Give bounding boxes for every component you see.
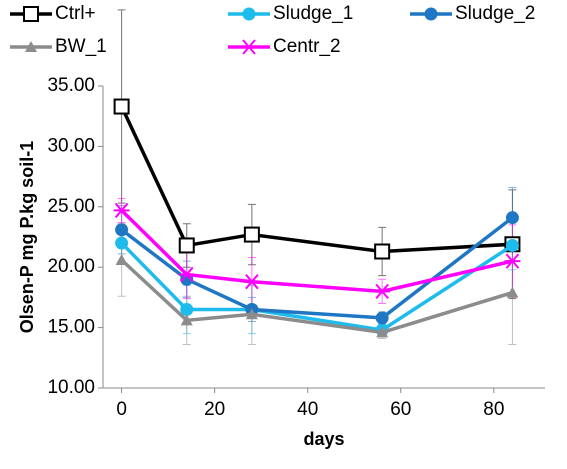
series-line	[120, 258, 513, 335]
x-axis-label: days	[303, 429, 344, 449]
series-line	[120, 105, 513, 254]
y-tick-label: 10.00	[47, 377, 95, 398]
x-tick-label: 20	[204, 399, 225, 420]
point	[180, 302, 194, 316]
legend-marker	[241, 39, 257, 55]
y-tick-label: 20.00	[47, 256, 95, 277]
x-tick-label: 60	[390, 399, 411, 420]
point	[115, 223, 129, 237]
point	[245, 308, 258, 320]
point	[375, 311, 389, 325]
point	[506, 286, 519, 298]
legend-marker	[23, 6, 39, 22]
legend-marker	[242, 7, 256, 21]
legend-marker	[25, 41, 37, 52]
y-tick-label: 30.00	[47, 135, 95, 156]
x-tick-label: 80	[483, 399, 504, 420]
y-tick-label: 15.00	[47, 317, 95, 338]
point	[374, 243, 391, 260]
y-tick-label: 35.00	[47, 75, 95, 96]
legend-label: BW_1	[55, 36, 107, 57]
point	[115, 236, 129, 250]
y-axis-label: Olsen-P mg P.kg soil-1	[17, 141, 37, 333]
point	[243, 226, 260, 243]
point	[178, 237, 195, 254]
point	[113, 98, 130, 115]
point	[243, 274, 260, 290]
point	[178, 266, 195, 283]
point	[115, 253, 128, 265]
x-tick-label: 0	[116, 399, 127, 420]
legend-label: Centr_2	[273, 36, 341, 57]
legend-marker	[424, 7, 438, 21]
point	[180, 314, 193, 326]
legend-label: Sludge_2	[455, 3, 535, 24]
point	[505, 211, 519, 225]
point	[504, 253, 521, 269]
point	[113, 202, 130, 219]
x-tick-label: 40	[297, 399, 318, 420]
point	[505, 238, 519, 252]
point	[376, 326, 389, 338]
point	[374, 283, 391, 300]
legend-label: Ctrl+	[55, 3, 96, 24]
y-tick-label: 25.00	[47, 196, 95, 217]
legend-label: Sludge_1	[273, 3, 353, 24]
